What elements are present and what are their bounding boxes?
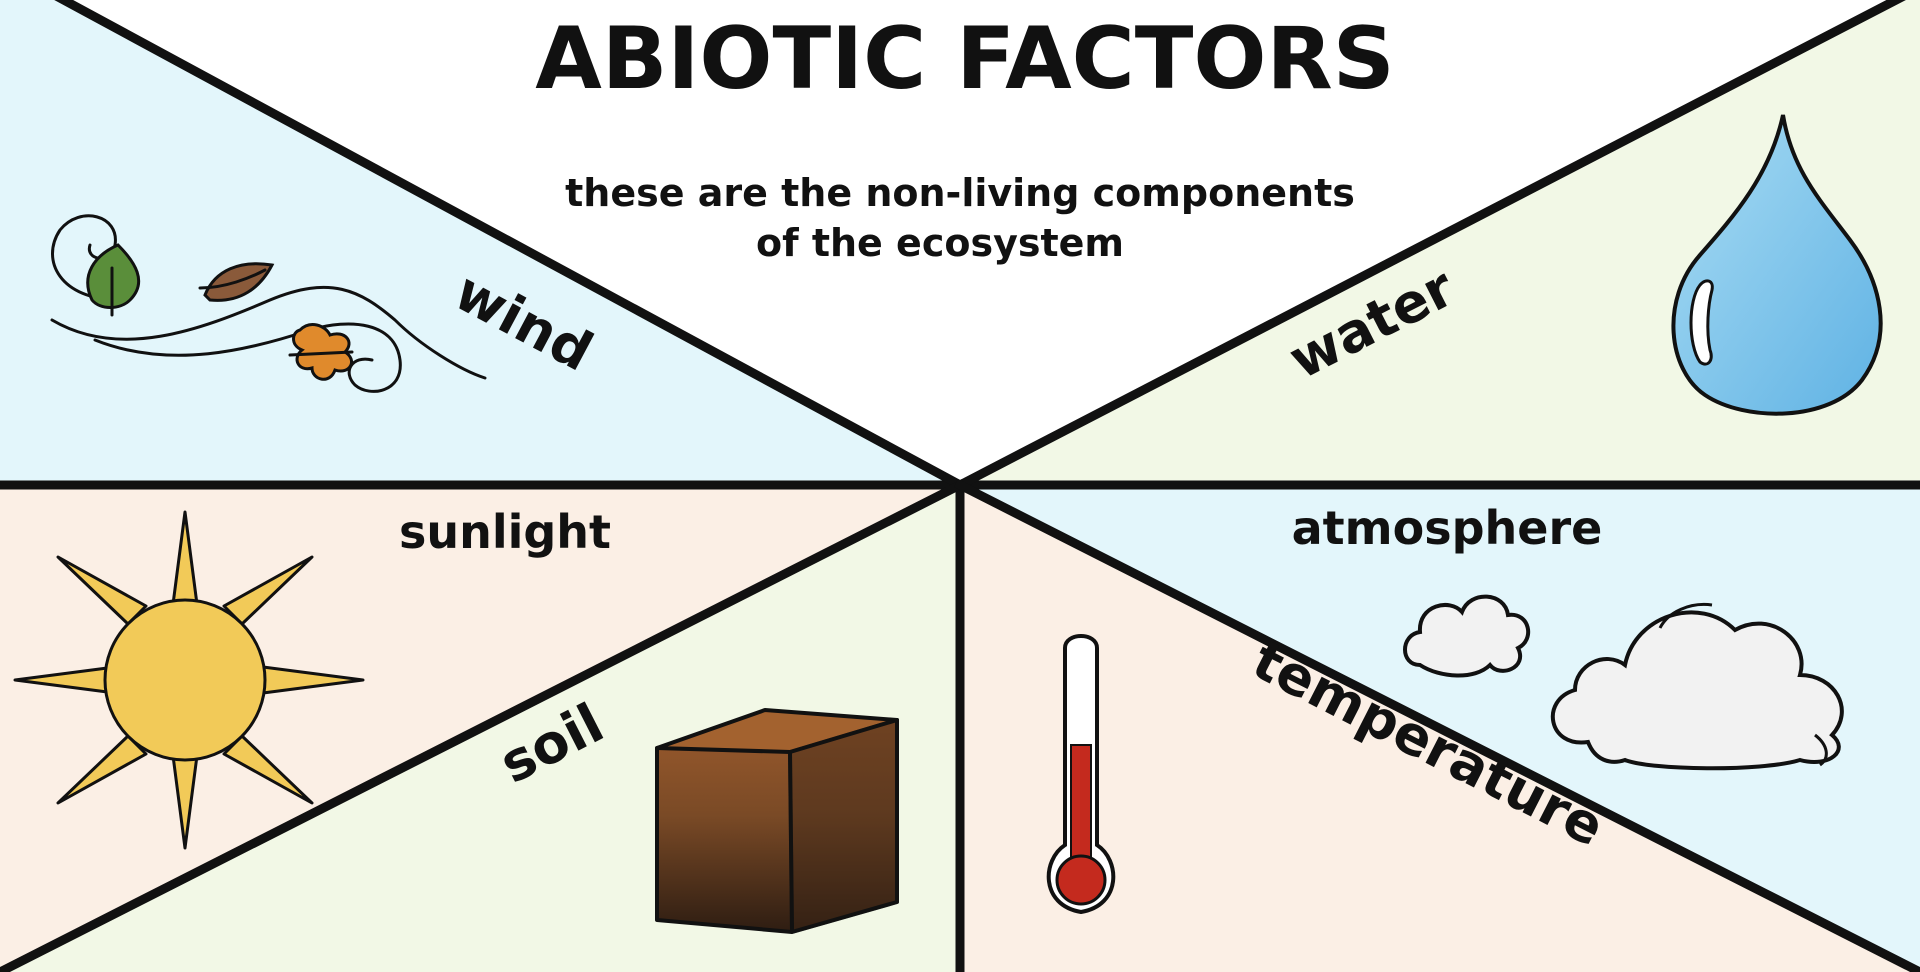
page-title: ABIOTIC FACTORS (535, 9, 1394, 109)
subtitle-line-1: these are the non-living components (565, 171, 1355, 215)
sun-icon (13, 510, 365, 850)
sunlight-label: sunlight (399, 505, 611, 559)
thermometer-icon (1046, 634, 1116, 915)
water-drop-icon (1671, 114, 1883, 416)
title-region (60, 0, 1900, 485)
atmosphere-label: atmosphere (1292, 501, 1603, 555)
subtitle-line-2: of the ecosystem (756, 221, 1124, 265)
wind-leaves-icon (50, 214, 487, 393)
clouds-icon (1403, 594, 1844, 771)
soil-cube-icon (655, 708, 899, 934)
wind-region (0, 0, 960, 485)
